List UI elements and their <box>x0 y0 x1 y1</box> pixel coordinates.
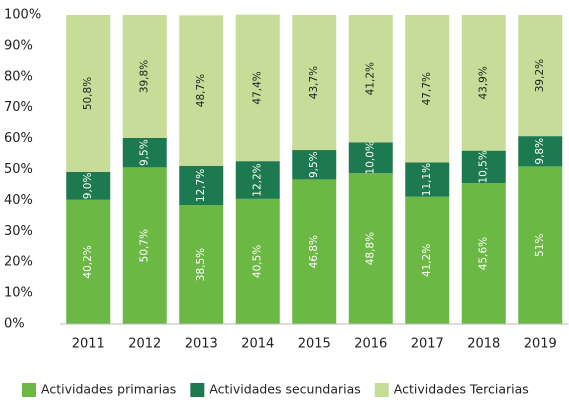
bar-segment <box>235 14 280 162</box>
x-tick-label: 2017 <box>411 337 444 352</box>
value-label: 43,7% <box>308 66 320 99</box>
x-tick-label: 2019 <box>524 337 557 352</box>
value-label: 46,8% <box>308 235 320 268</box>
value-label: 41,2% <box>421 244 433 277</box>
y-tick-label: 30% <box>4 224 33 239</box>
bar-segment <box>461 150 506 184</box>
y-tick-label: 0% <box>4 317 25 332</box>
y-tick-label: 100% <box>4 8 41 23</box>
bar-segment <box>179 15 224 166</box>
value-label: 12,2% <box>252 163 264 196</box>
x-tick-label: 2012 <box>128 337 161 352</box>
y-tick-label: 90% <box>4 38 33 53</box>
bar-segment <box>66 199 111 324</box>
x-tick-label: 2016 <box>354 337 387 352</box>
bar-segment <box>518 136 563 167</box>
bar-segment <box>66 171 111 200</box>
y-tick-label: 10% <box>4 286 33 301</box>
y-tick-label: 70% <box>4 100 33 115</box>
value-label: 9,8% <box>534 138 546 165</box>
bar-segment <box>122 167 167 324</box>
bar-segment <box>405 162 450 197</box>
value-label: 12,7% <box>195 169 207 202</box>
bar-segment <box>292 150 337 180</box>
y-tick-label: 20% <box>4 255 33 270</box>
bar-segment <box>122 15 167 138</box>
value-label: 48,8% <box>365 232 377 265</box>
y-tick-label: 50% <box>4 162 33 177</box>
bar-segment <box>179 205 224 324</box>
bar-segment <box>348 15 393 143</box>
legend-swatch <box>374 383 389 397</box>
value-label: 47,4% <box>252 71 264 104</box>
y-tick-label: 80% <box>4 69 33 84</box>
y-tick-label: 60% <box>4 131 33 146</box>
x-tick-label: 2011 <box>72 337 105 352</box>
value-label: 43,9% <box>478 66 490 99</box>
bar-segment <box>461 15 506 151</box>
bar-segment <box>405 15 450 163</box>
bar-segment <box>461 183 506 324</box>
value-label: 11,1% <box>421 163 433 196</box>
value-label: 39,8% <box>139 60 151 93</box>
bar-segment <box>292 179 337 324</box>
bar-segment <box>348 173 393 324</box>
value-label: 10,5% <box>478 150 490 183</box>
value-label: 9,5% <box>139 139 151 166</box>
value-label: 50,7% <box>139 229 151 262</box>
legend-swatch <box>22 383 36 397</box>
x-tick-label: 2015 <box>298 337 331 352</box>
legend-label: Actividades secundarias <box>209 382 360 397</box>
x-tick-label: 2018 <box>467 337 500 352</box>
y-tick-label: 40% <box>4 193 33 208</box>
value-label: 51% <box>534 234 546 257</box>
value-label: 9,5% <box>308 151 320 178</box>
bar-segment <box>518 15 563 137</box>
bar-segment <box>122 137 167 168</box>
bar-segment <box>405 196 450 324</box>
bar-segment <box>518 166 563 324</box>
x-tick-label: 2013 <box>185 337 218 352</box>
value-label: 9,0% <box>82 173 94 200</box>
value-label: 50,8% <box>82 77 94 110</box>
legend-label: Actividades Terciarias <box>394 382 529 397</box>
value-label: 47,7% <box>421 72 433 105</box>
bar-segment <box>235 198 280 324</box>
value-label: 48,7% <box>195 74 207 107</box>
value-label: 39,2% <box>534 59 546 92</box>
value-label: 38,5% <box>195 248 207 281</box>
value-label: 45,6% <box>478 237 490 270</box>
value-label: 41,2% <box>365 62 377 95</box>
value-label: 10,0% <box>365 141 377 174</box>
x-tick-label: 2014 <box>241 337 274 352</box>
value-label: 40,5% <box>252 245 264 278</box>
bar-segment <box>66 15 111 172</box>
legend-label: Actividades primarias <box>41 382 176 397</box>
value-label: 40,2% <box>82 245 94 278</box>
legend-swatch <box>190 383 205 397</box>
bar-segment <box>235 161 280 199</box>
bar-segment <box>292 15 337 151</box>
bar-segment <box>348 142 393 174</box>
bar-segment <box>179 165 224 206</box>
